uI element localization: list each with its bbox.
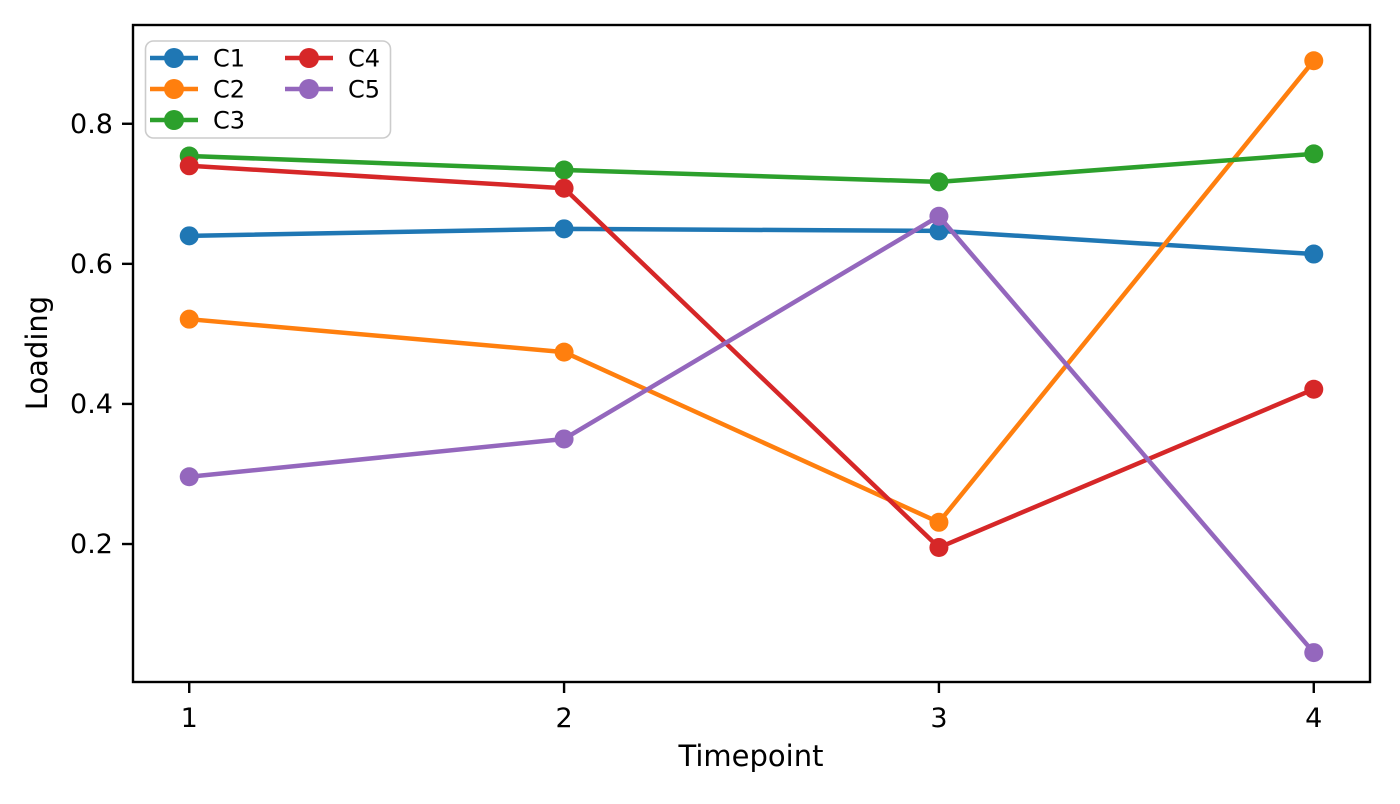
data-point-C2-t2 <box>554 342 574 362</box>
plot-border <box>131 23 1372 684</box>
y-tick-label: 0.2 <box>70 529 113 560</box>
legend-label-C3: C3 <box>213 107 245 135</box>
data-point-C4-t4 <box>1304 379 1324 399</box>
data-point-C3-t4 <box>1304 144 1324 164</box>
data-point-C2-t3 <box>929 512 949 532</box>
x-axis-label: Timepoint <box>678 739 824 773</box>
legend-marker-C3 <box>164 110 184 130</box>
legend-box <box>144 40 392 139</box>
data-point-C5-t4 <box>1304 643 1324 663</box>
legend-label-C2: C2 <box>213 76 245 104</box>
data-point-C5-t2 <box>554 429 574 449</box>
data-point-C2-t1 <box>179 309 199 329</box>
legend-label-C4: C4 <box>348 45 380 73</box>
data-point-C2-t4 <box>1304 51 1324 71</box>
plot-area: 1 2 3 4 0.2 0.4 0.6 0.8 <box>70 23 1372 734</box>
legend-item-C4: C4 <box>285 45 380 73</box>
legend-marker-C1 <box>164 48 184 68</box>
data-point-C1-t3 <box>929 221 949 241</box>
legend-marker-C2 <box>164 79 184 99</box>
y-tick-label: 0.4 <box>70 389 113 420</box>
legend-label-C1: C1 <box>213 45 245 73</box>
data-point-C5-t3 <box>929 206 949 226</box>
legend-label-C5: C5 <box>348 76 380 104</box>
legend-item-C1: C1 <box>150 45 245 73</box>
data-point-C4-t2 <box>554 178 574 198</box>
series-line-C5 <box>186 213 1317 655</box>
series-line-C3 <box>186 151 1317 185</box>
x-tick-label: 4 <box>1305 703 1322 734</box>
x-tick-label: 3 <box>930 703 947 734</box>
legend-item-C5: C5 <box>285 76 380 104</box>
data-point-C1-t2 <box>554 219 574 239</box>
data-point-C5-t1 <box>179 467 199 487</box>
legend-item-C3: C3 <box>150 107 245 135</box>
x-tick-label: 1 <box>181 703 198 734</box>
y-tick-label: 0.6 <box>70 249 113 280</box>
y-axis-label: Loading <box>20 296 54 410</box>
legend: C1 C2 C3 C4 C5 <box>144 40 392 139</box>
data-point-C3-t2 <box>554 160 574 180</box>
data-point-C1-t4 <box>1304 244 1324 264</box>
series-line-C2 <box>186 58 1317 525</box>
data-point-C4-t3 <box>929 538 949 558</box>
series-line-C1 <box>186 226 1317 257</box>
data-point-C1-t1 <box>179 226 199 246</box>
data-point-C3-t3 <box>929 172 949 192</box>
legend-item-C2: C2 <box>150 76 245 104</box>
legend-marker-C4 <box>299 48 319 68</box>
y-tick-label: 0.8 <box>70 109 113 140</box>
legend-marker-C5 <box>299 79 319 99</box>
data-point-C4-t1 <box>179 156 199 176</box>
x-tick-label: 2 <box>555 703 572 734</box>
series-line-C4 <box>186 163 1317 550</box>
